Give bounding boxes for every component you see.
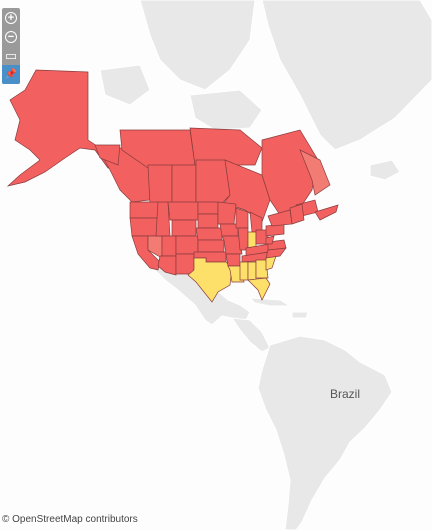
mexico-shape: [149, 259, 251, 326]
region-nebraska: [195, 227, 223, 241]
region-nunavut: [189, 127, 263, 166]
pin-icon: 📌: [4, 69, 18, 80]
arctic-island-shape: [99, 64, 151, 106]
central-america-shape: [230, 317, 271, 353]
region-iowa: [219, 223, 239, 237]
plus-icon: +: [5, 11, 17, 24]
region-texas: [187, 257, 233, 303]
greenland-shape: [261, 0, 432, 151]
region-montana: [167, 201, 199, 221]
region-illinois: [237, 227, 249, 251]
region-florida: [247, 277, 271, 301]
map-attribution[interactable]: © OpenStreetMap contributors: [0, 514, 140, 525]
region-newfoundland-labrador: [299, 149, 331, 196]
region-wyoming: [171, 219, 197, 237]
hispaniola-shape: [291, 311, 309, 319]
region-arizona: [157, 255, 177, 276]
region-south-dakota: [197, 213, 219, 229]
region-new-mexico: [175, 253, 195, 275]
region-north-dakota: [197, 201, 219, 215]
base-land: [99, 0, 432, 530]
rectangle-select-icon: ▭: [4, 47, 18, 63]
zoom-in-button[interactable]: +: [2, 8, 20, 27]
region-west-virginia: [265, 235, 275, 245]
region-alabama: [247, 261, 257, 281]
minus-icon: −: [5, 30, 17, 43]
rectangle-select-button[interactable]: ▭: [2, 46, 20, 65]
arctic-island-shape: [139, 0, 256, 91]
region-idaho: [155, 201, 171, 237]
region-minnesota: [217, 201, 237, 225]
iceland-shape: [369, 159, 401, 181]
arctic-island-shape: [189, 89, 263, 131]
country-label-brazil: Brazil: [330, 387, 360, 401]
region-georgia: [255, 259, 269, 279]
region-indiana: [247, 231, 257, 249]
cuba-shape: [248, 297, 292, 307]
zoom-out-button[interactable]: −: [2, 27, 20, 46]
region-new-england: [289, 203, 305, 225]
choropleth-regions: [6, 69, 339, 303]
region-washington: [129, 201, 159, 219]
region-arkansas: [225, 253, 241, 267]
region-kansas: [197, 239, 225, 253]
region-utah: [161, 235, 177, 257]
region-yukon: [94, 144, 121, 166]
map-toolbar: + − ▭ 📌: [2, 8, 20, 84]
region-alberta: [147, 164, 173, 206]
region-oregon: [129, 217, 159, 237]
region-nova-scotia: [314, 204, 339, 221]
pin-button[interactable]: 📌: [2, 65, 20, 84]
region-manitoba: [195, 159, 231, 206]
region-mississippi: [239, 261, 249, 281]
south-america-shape: [257, 335, 393, 530]
region-new-york: [267, 209, 293, 227]
region-colorado: [175, 235, 199, 255]
region-saskatchewan: [171, 164, 197, 206]
